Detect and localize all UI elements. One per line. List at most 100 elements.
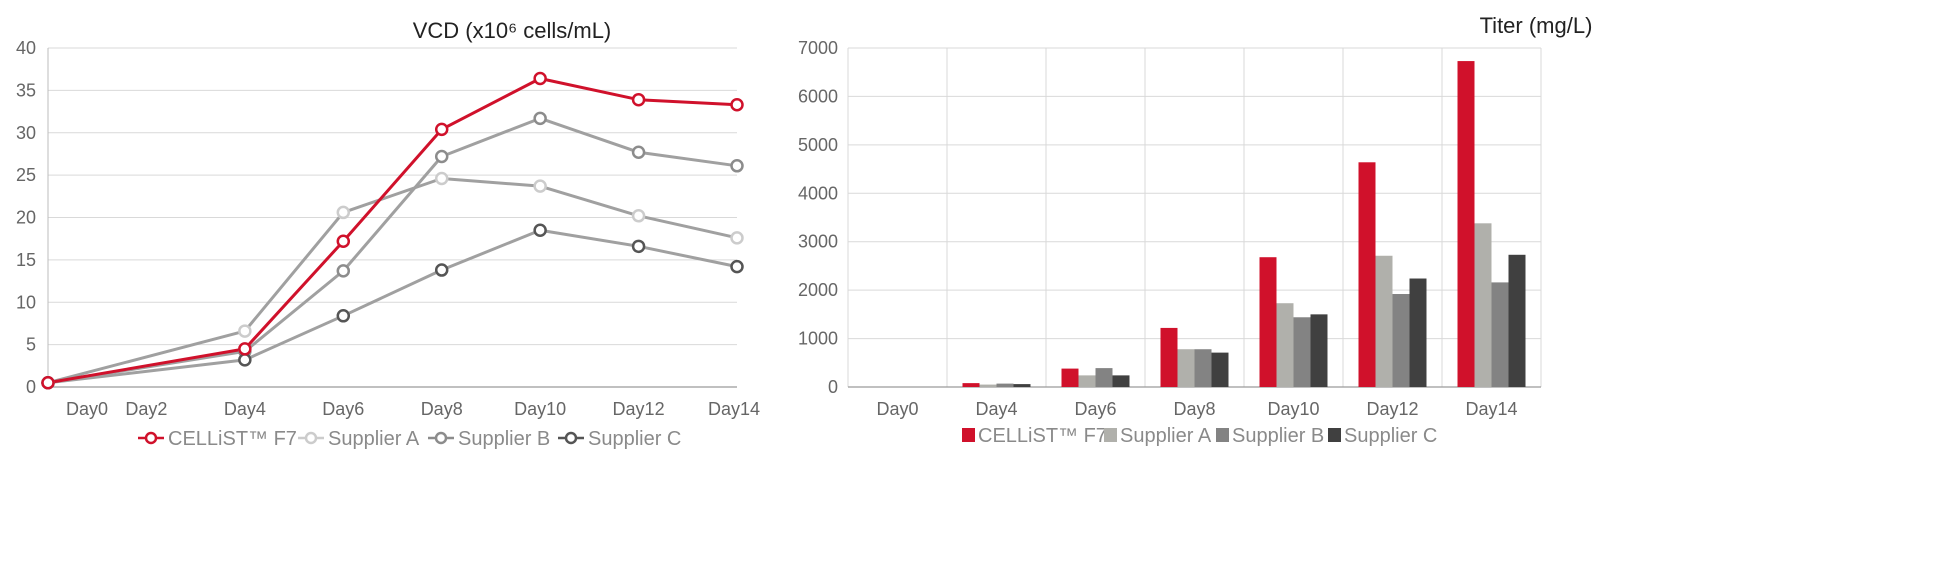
titer-x-tick-label: Day10 (1267, 399, 1319, 419)
vcd-data-point (631, 209, 646, 223)
titer-bar (1293, 317, 1311, 387)
vcd-data-point (533, 111, 547, 126)
vcd-x-tick-label: Day0 (66, 399, 108, 419)
titer-bar (1392, 294, 1410, 387)
titer-legend-swatch (1328, 428, 1341, 442)
titer-bar (1177, 349, 1195, 387)
titer-x-tick-label: Day14 (1465, 399, 1517, 419)
vcd-y-axis-ticks: 0 5 10 15 20 25 30 35 40 (16, 38, 36, 397)
titer-y-tick-label: 0 (828, 377, 838, 397)
titer-bar (1013, 384, 1031, 387)
vcd-x-tick-label: Day12 (613, 399, 665, 419)
vcd-x-tick-label: Day8 (421, 399, 463, 419)
vcd-x-tick-label: Day4 (224, 399, 266, 419)
titer-legend-swatch (1216, 428, 1229, 442)
titer-legend-label: Supplier C (1344, 425, 1437, 447)
vcd-data-point (336, 264, 351, 278)
vcd-legend-label: Supplier A (328, 428, 420, 450)
titer-bar (1078, 375, 1096, 387)
vcd-y-tick-label: 5 (26, 335, 36, 355)
vcd-data-point (434, 263, 449, 277)
vcd-data-point (730, 231, 744, 245)
vcd-data-point (730, 159, 744, 173)
vcd-legend-label: CELLiST™ F7 (168, 428, 297, 450)
vcd-data-point (631, 145, 646, 159)
vcd-data-point (238, 324, 252, 338)
vcd-data-point (336, 234, 351, 248)
titer-y-tick-label: 5000 (798, 135, 838, 155)
vcd-legend-swatch-marker (564, 431, 578, 445)
vcd-data-point (730, 259, 744, 274)
titer-bar (962, 383, 980, 387)
vcd-data-point (336, 309, 351, 323)
titer-bar (1310, 314, 1328, 387)
titer-bar (1061, 368, 1079, 387)
vcd-data-point (434, 171, 449, 186)
titer-bar-chart: Titer (mg/L) 0 1000 2000 3000 4000 5000 6000 70… (798, 13, 1592, 447)
titer-x-tick-label: Day4 (975, 399, 1017, 419)
vcd-y-tick-label: 25 (16, 165, 36, 185)
vcd-data-point (336, 205, 351, 220)
titer-bar (1211, 352, 1229, 387)
titer-bar (1276, 303, 1294, 387)
vcd-data-point (533, 223, 547, 237)
titer-x-tick-label: Day12 (1366, 399, 1418, 419)
vcd-series-lines (41, 71, 744, 390)
vcd-data-point (631, 92, 646, 107)
vcd-x-tick-label: Day10 (514, 399, 566, 419)
vcd-legend-swatch-marker (434, 431, 448, 445)
titer-x-tick-label: Day6 (1074, 399, 1116, 419)
vcd-y-tick-label: 15 (16, 250, 36, 270)
titer-y-tick-label: 2000 (798, 280, 838, 300)
titer-bar (1095, 368, 1113, 387)
vcd-series-line (47, 177, 738, 385)
vcd-data-point (238, 342, 252, 356)
titer-x-axis-ticks: Day0 Day4 Day6 Day8 Day10 Day12 Day14 (876, 399, 1517, 419)
titer-legend-label: CELLiST™ F7 (978, 425, 1107, 447)
titer-legend-swatch (962, 428, 975, 442)
vcd-x-tick-label: Day14 (708, 399, 760, 419)
titer-y-tick-label: 1000 (798, 329, 838, 349)
vcd-x-tick-label: Day6 (322, 399, 364, 419)
vcd-data-point (533, 71, 547, 86)
vcd-y-tick-label: 20 (16, 208, 36, 228)
vcd-legend-swatch-marker (304, 431, 318, 445)
titer-bar (1457, 61, 1475, 387)
titer-x-tick-label: Day0 (876, 399, 918, 419)
vcd-series-line (47, 228, 738, 385)
vcd-gridlines (47, 47, 737, 388)
titer-y-tick-label: 6000 (798, 86, 838, 106)
vcd-y-tick-label: 0 (26, 377, 36, 397)
vcd-legend-label: Supplier B (458, 428, 550, 450)
vcd-legend-label: Supplier C (588, 428, 681, 450)
titer-bars (962, 61, 1526, 387)
titer-gridlines (847, 47, 1542, 388)
titer-bar (979, 384, 997, 387)
vcd-y-tick-label: 10 (16, 292, 36, 312)
vcd-y-tick-label: 40 (16, 38, 36, 58)
titer-bar (1194, 349, 1212, 387)
vcd-data-point (41, 376, 55, 390)
titer-y-tick-label: 3000 (798, 232, 838, 252)
vcd-y-tick-label: 35 (16, 80, 36, 100)
titer-bar (1508, 254, 1526, 387)
titer-bar (1409, 278, 1427, 387)
titer-bar (1160, 327, 1178, 387)
titer-legend: CELLiST™ F7 Supplier A Supplier B Supplier … (962, 425, 1437, 447)
vcd-data-point (631, 239, 646, 254)
titer-legend-swatch (1104, 428, 1117, 442)
titer-bar (1491, 282, 1509, 387)
vcd-data-point (238, 353, 252, 367)
titer-y-tick-label: 7000 (798, 38, 838, 58)
titer-bar (1259, 257, 1277, 387)
vcd-legend-swatch-marker (144, 431, 158, 445)
titer-bar (1358, 162, 1376, 387)
titer-bar (1375, 255, 1393, 387)
titer-bar (1474, 223, 1492, 387)
vcd-legend: CELLiST™ F7 Supplier A Supplier B Supplier … (138, 428, 681, 450)
vcd-y-tick-label: 30 (16, 123, 36, 143)
vcd-line-chart: VCD (x10⁶ cells/mL) 0 5 10 15 20 25 30 35 40 Day… (16, 18, 760, 450)
titer-x-tick-label: Day8 (1173, 399, 1215, 419)
titer-chart-title: Titer (mg/L) (1480, 13, 1593, 38)
vcd-x-tick-label: Day2 (125, 399, 167, 419)
